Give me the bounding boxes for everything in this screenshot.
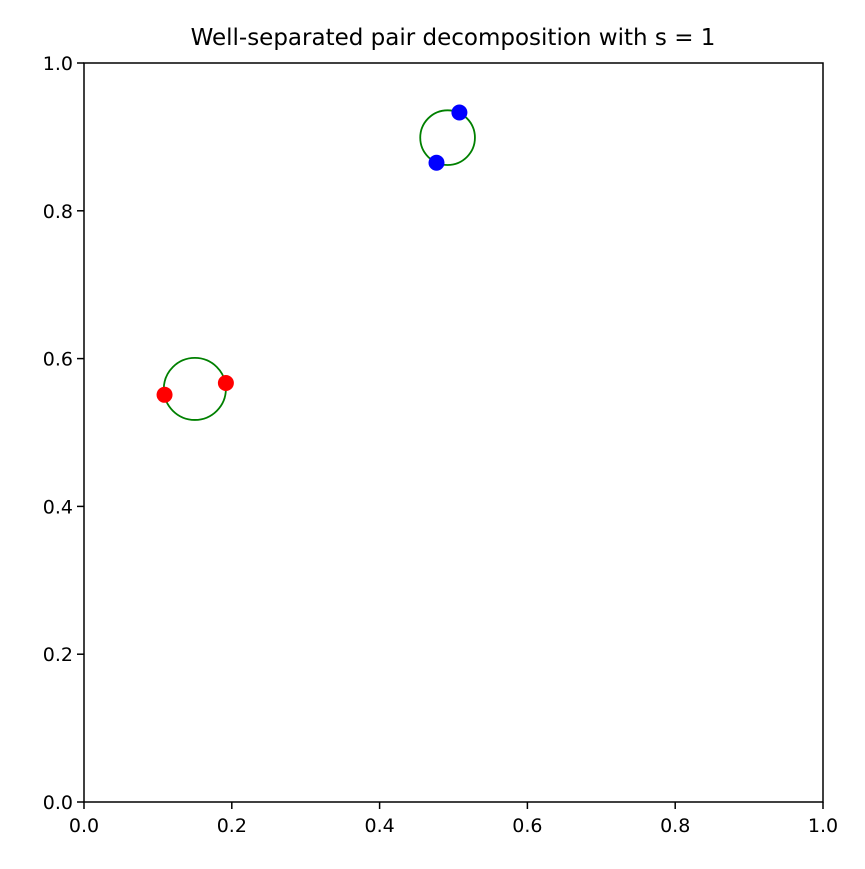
scatter-point-series-1 (451, 104, 468, 121)
x-tick-label: 0.4 (364, 815, 394, 837)
y-axis: 0.0 0.2 0.4 0.6 0.8 1.0 (43, 53, 84, 814)
y-tick-label: 0.4 (43, 496, 73, 518)
y-tick-label: 0.8 (43, 201, 73, 223)
scatter-point-series-0 (217, 374, 234, 391)
x-tick-label: 1.0 (808, 815, 838, 837)
x-tick-label: 0.8 (660, 815, 690, 837)
scatter-point-series-0 (156, 386, 173, 403)
plot-area (156, 104, 476, 421)
y-tick-label: 0.6 (43, 349, 73, 371)
scatter-point-series-1 (428, 154, 445, 171)
chart-title: Well-separated pair decomposition with s… (191, 25, 716, 51)
y-tick-label: 0.2 (43, 644, 73, 666)
x-axis: 0.0 0.2 0.4 0.6 0.8 1.0 (69, 802, 838, 837)
plot-frame (83, 62, 824, 803)
bounding-circle (162, 356, 227, 421)
x-tick-label: 0.6 (512, 815, 542, 837)
y-tick-label: 0.0 (43, 792, 73, 814)
bounding-circle (419, 109, 476, 166)
y-tick-label: 1.0 (43, 53, 73, 75)
x-tick-label: 0.2 (217, 815, 247, 837)
x-tick-label: 0.0 (69, 815, 99, 837)
